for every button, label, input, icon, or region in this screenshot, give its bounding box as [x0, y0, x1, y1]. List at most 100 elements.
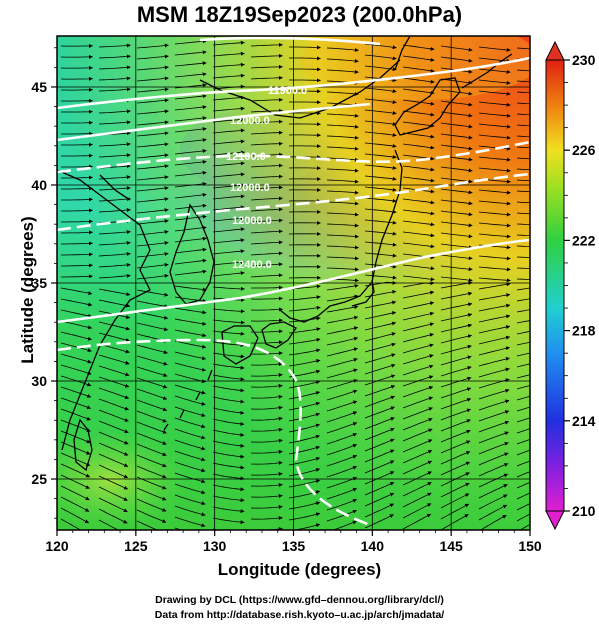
streamline-arrow	[60, 287, 93, 296]
streamline-arrow	[288, 468, 321, 477]
streamline-arrow	[326, 498, 358, 511]
streamline-arrow	[364, 109, 397, 116]
streamline-arrow	[98, 197, 131, 202]
streamline-arrow	[402, 417, 433, 431]
streamline-arrow	[478, 90, 511, 96]
streamline-arrow	[174, 428, 206, 440]
streamline-arrow	[288, 337, 321, 345]
streamline-arrow	[250, 141, 283, 146]
streamline-arrow	[364, 208, 397, 214]
streamline-arrow	[440, 100, 473, 107]
streamline-arrow	[61, 186, 93, 191]
streamline-arrow	[136, 322, 169, 332]
streamline-arrow	[136, 300, 169, 309]
streamline-arrow	[288, 479, 321, 488]
streamline-arrow	[440, 56, 473, 63]
contour-label: 12000.0	[230, 182, 270, 194]
streamline-arrow	[212, 161, 245, 167]
streamline-arrow	[212, 341, 245, 348]
streamline-arrow	[364, 120, 397, 126]
streamline-arrow	[98, 120, 131, 125]
streamline-arrow	[478, 378, 510, 389]
streamline-arrow	[440, 232, 473, 239]
streamline-arrow	[98, 519, 119, 530]
x-tick-label: 120	[45, 538, 69, 554]
streamline-arrow	[136, 410, 167, 423]
y-tick-label: 40	[31, 177, 47, 193]
streamline-arrow	[288, 456, 321, 466]
streamline-arrow	[440, 45, 473, 52]
streamline-arrow	[61, 142, 93, 147]
streamline-arrow	[136, 432, 167, 445]
streamline-arrow	[98, 321, 130, 331]
streamline-arrow	[516, 212, 530, 215]
streamline-arrow	[440, 493, 470, 509]
streamline-arrow	[174, 373, 206, 384]
streamline-arrow	[364, 332, 396, 342]
streamline-arrow	[136, 476, 167, 490]
streamline-arrow	[60, 441, 91, 455]
streamline-arrow	[516, 298, 530, 302]
streamline-arrow	[288, 327, 321, 334]
streamline-arrow	[60, 419, 91, 432]
streamline-arrow	[212, 308, 245, 314]
streamline-arrow	[364, 417, 395, 430]
streamline-arrow	[440, 355, 472, 366]
streamline-arrow	[326, 476, 358, 489]
streamline-arrow	[440, 366, 472, 377]
streamline-arrow	[250, 494, 283, 498]
streamline-arrow	[250, 196, 283, 201]
streamline-arrow	[402, 460, 433, 475]
streamline-arrow	[516, 460, 530, 467]
streamline-arrow	[60, 408, 91, 421]
streamline-arrow	[174, 494, 206, 506]
streamline-arrow	[364, 65, 397, 72]
streamline-arrow	[516, 278, 530, 280]
streamline-arrow	[440, 144, 473, 151]
streamline-arrow	[250, 296, 283, 301]
credit-data: Data from http://database.rish.kyoto–u.a…	[154, 609, 445, 621]
streamline-arrow	[136, 520, 159, 530]
streamline-arrow	[98, 54, 131, 59]
streamline-arrow	[250, 383, 283, 388]
streamline-arrow	[60, 342, 92, 353]
colorbar-tick-label: 210	[572, 503, 596, 519]
streamline-arrow	[440, 472, 470, 487]
streamline-arrow	[364, 363, 396, 375]
streamline-arrow	[250, 394, 283, 399]
streamline-arrow	[440, 503, 470, 520]
streamline-arrow	[136, 98, 169, 104]
streamline-arrow	[326, 201, 359, 206]
y-tick-label: 45	[31, 79, 47, 95]
streamline-arrow	[212, 385, 245, 393]
y-tick-label: 25	[31, 471, 47, 487]
streamline-arrow	[60, 518, 82, 530]
streamline-arrow	[364, 427, 395, 441]
x-tick-label: 145	[439, 538, 463, 554]
streamline-arrow	[479, 514, 507, 530]
streamline-arrow	[250, 53, 283, 58]
streamline-arrow	[402, 55, 435, 62]
x-axis-label: Longitude (degrees)	[217, 560, 382, 579]
streamline-arrow	[478, 282, 511, 290]
streamline-arrow	[60, 375, 92, 387]
streamline-arrow	[98, 251, 131, 257]
contour-label: 11900.0	[268, 85, 307, 97]
streamline-arrow	[402, 220, 435, 227]
streamline-arrow	[174, 116, 207, 122]
streamline-arrow	[364, 342, 396, 353]
streamline-arrow	[250, 130, 283, 135]
streamline-arrow	[250, 273, 283, 278]
streamline-arrow	[174, 307, 207, 315]
streamline-arrow	[98, 76, 131, 81]
streamline-arrow	[402, 44, 435, 51]
streamline-arrow	[98, 87, 131, 92]
streamline-arrow	[516, 124, 530, 127]
streamline-arrow	[516, 190, 530, 193]
streamline-arrow	[212, 495, 245, 503]
x-tick-label: 125	[124, 538, 148, 554]
streamline-arrow	[478, 314, 511, 323]
streamline-arrow	[212, 462, 245, 470]
streamline-arrow	[292, 523, 321, 530]
streamline-arrow	[440, 482, 470, 498]
